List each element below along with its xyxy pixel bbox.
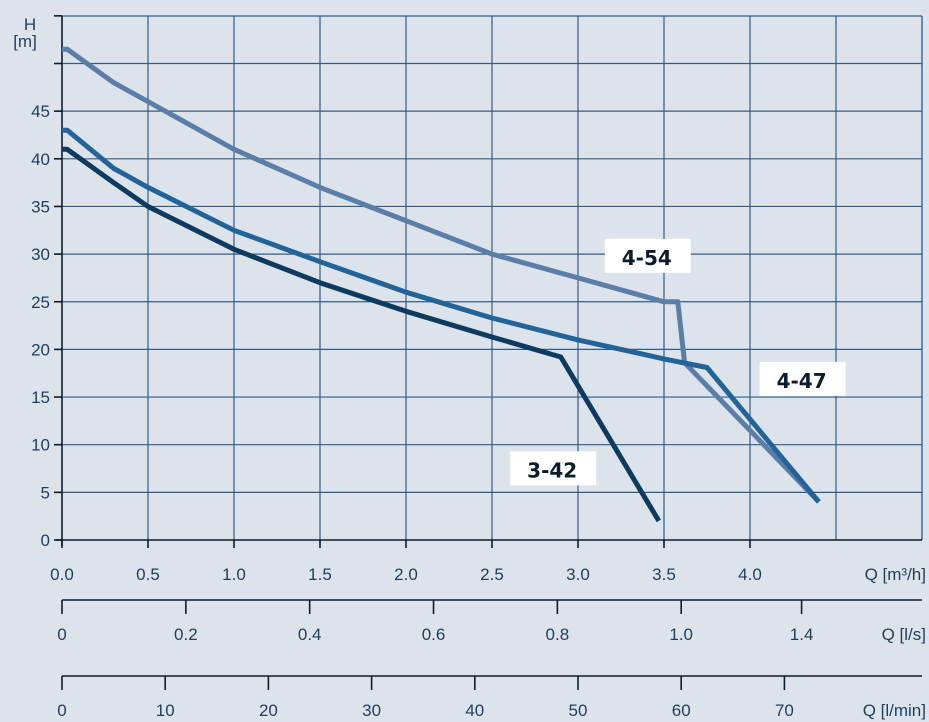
secondary-tick-label: 0.6 <box>422 625 446 644</box>
secondary-tick-label: 0 <box>57 625 66 644</box>
x-tick-label: 0.0 <box>50 565 74 584</box>
y-tick-label: 35 <box>31 197 50 216</box>
y-axis-label-symbol: H <box>24 15 36 34</box>
secondary-axis-label: Q [l/s] <box>882 625 926 644</box>
secondary-tick-label: 50 <box>569 701 588 720</box>
y-tick-label: 30 <box>31 245 50 264</box>
series-group <box>62 46 821 523</box>
x-tick-label: 1.0 <box>222 565 246 584</box>
secondary-tick-label: 30 <box>362 701 381 720</box>
x-tick-label: 3.0 <box>566 565 590 584</box>
series-line-4-47 <box>62 127 821 504</box>
secondary-tick-label: 70 <box>775 701 794 720</box>
series-line-3-42 <box>62 146 661 523</box>
series-line-4-54 <box>62 46 821 504</box>
secondary-tick-label: 0.4 <box>298 625 322 644</box>
series-label-4-47: 4-47 <box>777 369 827 393</box>
y-tick-label: 10 <box>31 436 50 455</box>
y-tick-label: 40 <box>31 150 50 169</box>
grid-lines <box>62 15 923 540</box>
axes: 0 5 10 15 20 25 30 35 40 45 H[m] 0.0 0.5 1.0 1.5 2.0 2.5… <box>13 15 926 720</box>
x-axis-label: Q [m³/h] <box>865 565 926 584</box>
x-tick-label: 1.5 <box>308 565 332 584</box>
secondary-tick-label: 0.8 <box>546 625 570 644</box>
y-tick-label: 45 <box>31 102 50 121</box>
series-label-bg <box>604 238 691 273</box>
series-label-4-54: 4-54 <box>622 246 672 270</box>
x-tick-label: 2.5 <box>480 565 504 584</box>
x-tick-label: 2.0 <box>394 565 418 584</box>
y-tick-label: 15 <box>31 388 50 407</box>
secondary-tick-label: 1.0 <box>669 625 693 644</box>
x-tick-label: 3.5 <box>652 565 676 584</box>
secondary-tick-label: 1.4 <box>790 625 814 644</box>
secondary-tick-label: 60 <box>672 701 691 720</box>
labels-group: 4-54 4-47 3-42 <box>510 238 846 486</box>
y-tick-label: 0 <box>41 531 50 550</box>
series-label-bg <box>759 361 846 396</box>
y-axis-label-unit: [m] <box>13 32 37 51</box>
y-tick-label: 5 <box>41 483 50 502</box>
y-tick-label: 20 <box>31 340 50 359</box>
secondary-tick-label: 40 <box>465 701 484 720</box>
secondary-tick-label: 0.2 <box>174 625 198 644</box>
series-label-3-42: 3-42 <box>527 458 577 482</box>
series-label-bg <box>510 451 597 486</box>
secondary-tick-label: 0 <box>57 701 66 720</box>
secondary-tick-label: 10 <box>156 701 175 720</box>
y-tick-label: 25 <box>31 293 50 312</box>
secondary-axis-label: Q [l/min] <box>863 701 926 720</box>
x-tick-label: 4.0 <box>738 565 762 584</box>
x-tick-label: 0.5 <box>136 565 160 584</box>
secondary-tick-label: 20 <box>259 701 278 720</box>
